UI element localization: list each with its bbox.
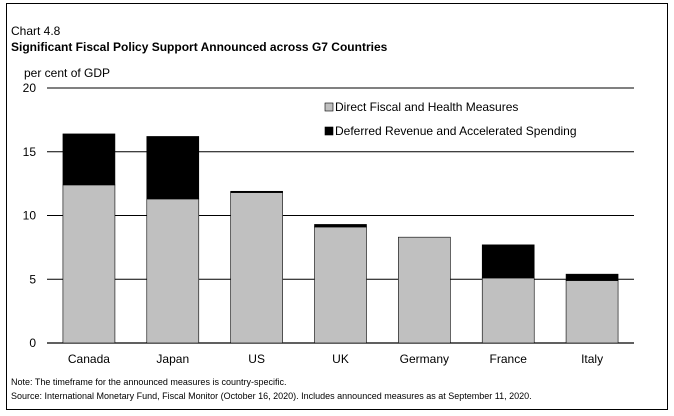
y-tick-label-5: 5 (29, 272, 36, 286)
x-tick-label-japan: Japan (156, 352, 189, 366)
bar-france-deferred (481, 244, 535, 279)
bar-italy-deferred (565, 273, 619, 281)
y-tick-label-10: 10 (23, 209, 37, 223)
x-tick-label-us: US (248, 352, 265, 366)
chart-source: Source: International Monetary Fund, Fis… (11, 391, 532, 401)
x-tick-label-uk: UK (332, 352, 349, 366)
chart-number: Chart 4.8 (11, 24, 61, 38)
x-tick-label-canada: Canada (68, 352, 110, 366)
y-axis-title: per cent of GDP (24, 66, 110, 80)
bar-us-deferred (230, 190, 283, 193)
legend-label-direct: Direct Fiscal and Health Measures (335, 100, 518, 114)
bar-japan-direct (146, 198, 200, 344)
y-tick-label-20: 20 (23, 81, 37, 95)
bar-uk-deferred (314, 224, 367, 228)
y-tick-label-15: 15 (23, 145, 37, 159)
chart-note: Note: The timeframe for the announced me… (11, 377, 287, 387)
legend-swatch-direct (324, 102, 334, 112)
bar-uk-direct (314, 226, 367, 344)
bar-germany-direct (398, 236, 451, 344)
x-tick-label-france: France (490, 352, 528, 366)
x-tick-label-germany: Germany (400, 352, 449, 366)
legend-label-deferred: Deferred Revenue and Accelerated Spendin… (335, 124, 577, 138)
y-tick-label-0: 0 (29, 336, 36, 350)
chart-title: Significant Fiscal Policy Support Announ… (11, 40, 388, 54)
x-tick-label-italy: Italy (581, 352, 603, 366)
bar-canada-deferred (62, 133, 116, 186)
legend-swatch-deferred (324, 126, 334, 136)
bar-italy-direct (565, 280, 619, 344)
bar-france-direct (481, 277, 535, 344)
bar-us-direct (230, 192, 283, 344)
bar-japan-deferred (146, 136, 200, 200)
bar-canada-direct (62, 184, 116, 344)
